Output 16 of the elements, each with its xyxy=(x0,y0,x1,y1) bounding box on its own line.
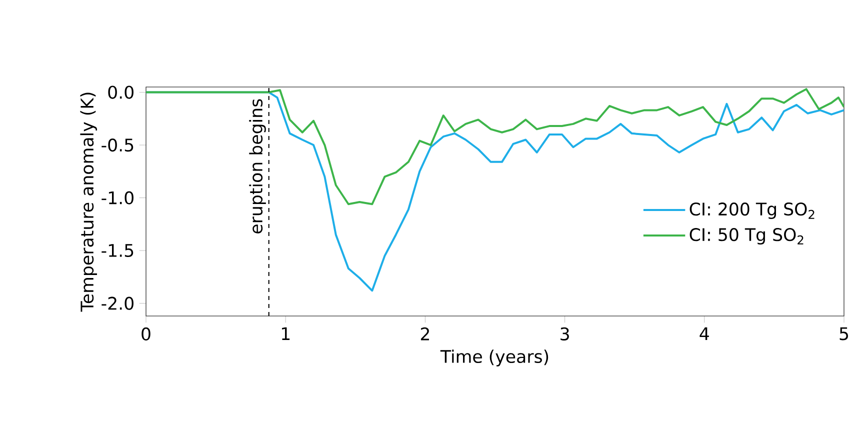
legend-label: CI: 200 Tg SO$_{2}$ xyxy=(690,202,814,219)
ref-line-label: eruption begins xyxy=(249,99,266,234)
x-tick-label: 3 xyxy=(560,327,569,340)
y-axis-title: Temperature anomaly (K) xyxy=(80,92,97,312)
y-tick-label: 0.0 xyxy=(108,86,134,99)
x-tick-label: 2 xyxy=(420,327,429,340)
y-tick-label: -0.5 xyxy=(102,138,134,152)
x-tick-label: 0 xyxy=(142,327,150,340)
x-tick-label: 5 xyxy=(840,327,848,340)
x-tick-label: 4 xyxy=(700,327,709,340)
x-axis-title: Time (years) xyxy=(440,350,548,366)
y-tick-label: -1.5 xyxy=(102,244,134,258)
y-tick-label: -1.0 xyxy=(102,191,134,204)
x-tick-label: 1 xyxy=(282,327,290,340)
legend-label: CI: 50 Tg SO$_{2}$ xyxy=(690,228,804,244)
y-tick-label: -2.0 xyxy=(102,296,134,310)
